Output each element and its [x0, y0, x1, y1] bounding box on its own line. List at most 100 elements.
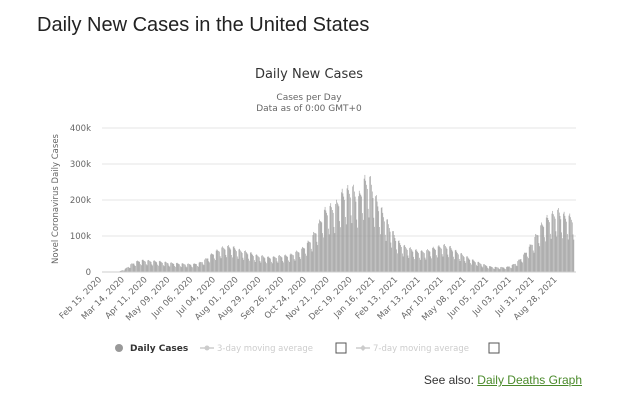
bar: [261, 255, 262, 272]
bar: [223, 247, 224, 272]
bar: [255, 254, 257, 272]
bar: [319, 219, 320, 272]
bar: [134, 265, 136, 272]
bar: [380, 207, 382, 272]
bar: [280, 256, 282, 272]
bar: [387, 219, 388, 272]
bar: [298, 252, 300, 272]
bar: [499, 269, 501, 272]
bar: [133, 263, 135, 272]
bar: [419, 257, 420, 272]
7-day-average-checkbox[interactable]: [488, 342, 500, 354]
legend-item-daily-cases[interactable]: Daily Cases: [115, 344, 188, 354]
bar: [162, 262, 163, 272]
y-tick-label: 200k: [70, 196, 91, 206]
bar: [257, 255, 258, 272]
bar: [542, 225, 544, 272]
bar: [526, 252, 527, 272]
bar: [203, 265, 205, 272]
bar: [334, 233, 336, 272]
bar: [202, 264, 204, 272]
bar: [250, 252, 252, 272]
daily-deaths-graph-link[interactable]: Daily Deaths Graph: [477, 373, 582, 387]
bar: [317, 245, 319, 272]
bar: [340, 227, 341, 272]
bar: [520, 259, 522, 272]
bar: [302, 247, 304, 272]
bar: [211, 253, 213, 272]
bar: [188, 263, 189, 272]
bar: [385, 240, 387, 272]
bar: [366, 184, 367, 272]
bar: [345, 217, 346, 272]
bar: [154, 260, 155, 272]
bar: [390, 242, 392, 272]
bar: [384, 234, 386, 272]
bar: [206, 258, 207, 272]
bar: [417, 251, 419, 272]
bar: [126, 267, 127, 272]
bar: [488, 268, 489, 272]
bar: [510, 268, 512, 272]
bar: [306, 255, 307, 272]
bar: [486, 266, 488, 272]
bar: [274, 256, 275, 272]
bar: [558, 212, 560, 272]
bar: [181, 263, 183, 272]
bar: [293, 255, 294, 272]
bar: [304, 248, 306, 272]
bar: [540, 225, 541, 272]
bar: [469, 259, 471, 272]
y-tick-label: 300k: [70, 160, 91, 170]
bar: [554, 218, 556, 272]
bar: [204, 259, 206, 272]
bar: [547, 218, 549, 272]
bar: [507, 266, 509, 272]
bar: [467, 257, 469, 272]
bar: [202, 262, 203, 272]
bar: [171, 263, 173, 272]
bar: [284, 255, 285, 272]
bar: [301, 248, 302, 272]
bar: [228, 246, 230, 272]
bar: [218, 250, 219, 272]
bar: [371, 184, 372, 272]
bar: [546, 214, 548, 272]
bar: [125, 268, 127, 272]
bar: [145, 264, 147, 272]
bar: [462, 255, 464, 272]
bar: [497, 267, 498, 272]
bar: [343, 196, 345, 272]
bar: [512, 264, 514, 272]
bar: [569, 213, 571, 272]
bar: [239, 248, 240, 272]
bar: [327, 215, 328, 272]
bar: [367, 188, 368, 272]
legend-item-7-day-average[interactable]: 7-day moving average: [356, 342, 500, 354]
bar: [554, 216, 555, 272]
bar: [568, 215, 570, 272]
bar: [365, 180, 367, 272]
bar: [517, 261, 519, 272]
y-tick-label: 0: [86, 268, 91, 278]
3-day-average-checkbox[interactable]: [335, 342, 347, 354]
bar: [268, 257, 270, 272]
bar: [364, 174, 366, 272]
bar: [564, 215, 566, 272]
bar: [143, 260, 145, 272]
legend-item-3-day-average[interactable]: 3-day moving average: [200, 342, 347, 354]
bar: [389, 231, 391, 272]
bar: [429, 251, 431, 272]
bar: [295, 251, 297, 272]
bar: [271, 263, 273, 272]
bar: [349, 193, 350, 272]
bar: [197, 266, 199, 272]
bar: [170, 262, 171, 272]
bar: [142, 259, 144, 272]
bar: [528, 258, 529, 272]
bar: [502, 267, 503, 272]
bar: [216, 249, 218, 272]
bar: [541, 222, 542, 272]
bar: [173, 263, 175, 272]
bar: [393, 235, 395, 272]
